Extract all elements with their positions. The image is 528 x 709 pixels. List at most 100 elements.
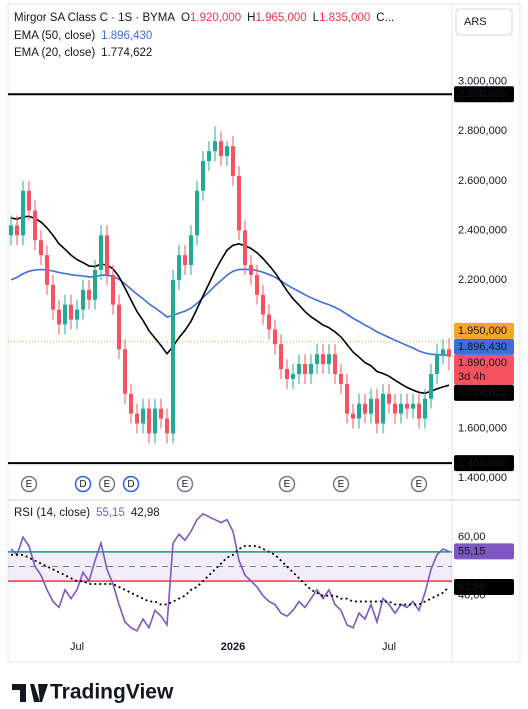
ohlc-truncated: C... — [376, 12, 394, 24]
candle-body — [363, 403, 367, 414]
candle-body — [249, 265, 253, 275]
candle-body — [237, 175, 241, 231]
candle-body — [9, 225, 13, 236]
rsi-value: 55,15 — [96, 507, 125, 519]
candle-body — [195, 190, 199, 236]
candle-body — [165, 418, 169, 434]
event-label: E — [182, 479, 189, 490]
candle-body — [111, 274, 115, 305]
candle-body — [57, 309, 61, 325]
y-tick-label: 1.600,000 — [458, 422, 507, 434]
axis-label: 1.460,000 — [458, 457, 507, 469]
frame — [7, 3, 521, 663]
candle-body — [231, 146, 235, 176]
axis-label-box — [454, 322, 514, 339]
candle-body — [291, 374, 295, 379]
event-label: D — [79, 479, 86, 490]
candle-body — [333, 354, 337, 374]
candle-body — [75, 309, 79, 320]
symbol: Mirgor SA Class C · 1S · BYMA — [14, 12, 175, 24]
candle-body — [255, 274, 259, 295]
ohlc-key: H — [247, 12, 255, 24]
axis-label: 1.774,622 — [458, 387, 507, 399]
candle-body — [105, 235, 109, 275]
axis-label-box — [454, 354, 514, 385]
axis-label: 55,15 — [458, 545, 486, 557]
rsi-title: RSI (14, close) — [14, 507, 90, 519]
candle-body — [369, 398, 373, 414]
event-marker — [98, 475, 116, 493]
rsi-line — [11, 545, 450, 606]
axis-label-box — [454, 455, 514, 472]
legend-row: Mirgor SA Class C · 1S · BYMA O1.920,000 H… — [14, 12, 394, 24]
axis-label-box — [454, 338, 514, 355]
x-tick-label: Jul — [382, 641, 396, 653]
candle-body — [159, 408, 163, 419]
candle-body — [141, 408, 145, 424]
candle-body — [87, 289, 91, 300]
event-marker — [122, 475, 140, 493]
plot-layer: 3.000,000 2.800,000 2.600,000 2.400,000 2.20… — [8, 76, 514, 653]
legend-row: EMA (20, close) 1.774,622 — [14, 47, 152, 59]
event-marker — [74, 475, 92, 493]
y-tick-label: 60,00 — [458, 531, 486, 543]
candle-body — [171, 279, 175, 434]
rsi-legend: RSI (14, close) 55,15 42,98 — [14, 507, 160, 519]
legend-value: 1.896,430 — [101, 30, 152, 42]
candle-body — [327, 354, 331, 365]
candle-body — [393, 403, 397, 414]
event-marker — [410, 475, 428, 493]
candle-body — [39, 240, 43, 256]
event-label: E — [104, 479, 111, 490]
y-tick-label: 1.400,000 — [458, 472, 507, 484]
event-marker — [332, 475, 350, 493]
x-tick-label: Jul — [70, 641, 84, 653]
ema-line — [10, 215, 450, 395]
candle-body — [129, 393, 133, 414]
candle-body — [447, 349, 451, 357]
event-label: D — [127, 479, 134, 490]
candle-body — [81, 289, 85, 310]
candle-body — [309, 364, 313, 374]
rsi-ma-value: 42,98 — [131, 507, 160, 519]
event-label: E — [338, 479, 345, 490]
candle-body — [147, 408, 151, 434]
event-marker — [20, 475, 38, 493]
candle-body — [201, 161, 205, 191]
candle-body — [321, 354, 325, 365]
event-marker — [278, 475, 296, 493]
candle-body — [345, 383, 349, 414]
ohlc-key: L — [313, 12, 320, 24]
axis-label: 1.950,000 — [458, 325, 507, 337]
y-tick-label: 3.000,000 — [458, 76, 507, 88]
candle-body — [339, 374, 343, 384]
candle-body — [405, 403, 409, 409]
candle-body — [351, 413, 355, 419]
axis-label: 1.896,430 — [458, 341, 507, 353]
candle-body — [267, 314, 271, 330]
axis-label: 3d 4h — [458, 371, 486, 383]
currency[interactable]: ARS — [464, 16, 487, 28]
event-label: E — [284, 479, 291, 490]
candle-body — [273, 329, 277, 345]
candle-body — [15, 225, 19, 236]
candle-body — [183, 255, 187, 266]
y-tick-label: 2.600,000 — [458, 175, 507, 187]
legend-row: EMA (50, close) 1.896,430 — [14, 30, 152, 42]
candle-body — [357, 403, 361, 419]
ohlc-value: 1.835,000 — [319, 12, 370, 24]
candle-body — [45, 255, 49, 285]
logo-mark — [12, 684, 48, 702]
candle-body — [411, 403, 415, 409]
axis-label: 1.890,000 — [458, 357, 507, 369]
candle-body — [387, 393, 391, 404]
candle-body — [69, 304, 73, 320]
currency-button[interactable] — [455, 8, 513, 36]
candle-body — [303, 364, 307, 374]
ohlc-key: O — [181, 12, 190, 24]
candle-body — [441, 349, 445, 355]
candle-body — [279, 344, 283, 370]
legend-value: 1.774,622 — [101, 47, 152, 59]
candle-body — [153, 408, 157, 434]
